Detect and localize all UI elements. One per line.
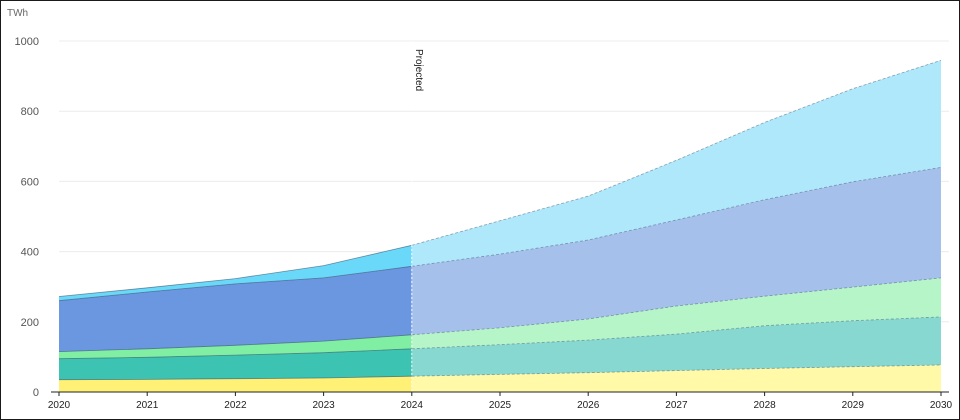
series-4-historical-area bbox=[59, 266, 412, 352]
series-3-projected-line bbox=[411, 277, 942, 336]
series-3-historical-area bbox=[59, 334, 412, 359]
x-tick-label: 2024 bbox=[401, 400, 424, 411]
y-tick-label: 200 bbox=[21, 317, 39, 329]
series-2-projected-area bbox=[411, 316, 941, 377]
series-5-historical-area bbox=[59, 245, 412, 301]
plot-areas bbox=[58, 41, 942, 392]
series-4-projected-area bbox=[411, 167, 941, 335]
x-tick-label: 2028 bbox=[753, 400, 776, 411]
y-tick-label: 1000 bbox=[15, 36, 39, 48]
series-1-historical-line bbox=[58, 375, 412, 381]
series-2-historical-area bbox=[59, 348, 412, 380]
y-tick-label: 400 bbox=[21, 247, 39, 259]
x-tick-label: 2030 bbox=[930, 400, 953, 411]
x-tick-label: 2027 bbox=[665, 400, 688, 411]
x-tick-label: 2026 bbox=[577, 400, 600, 411]
series-5-historical-line bbox=[58, 244, 412, 297]
projected-annotation: Projected bbox=[413, 49, 424, 91]
x-tick-label: 2021 bbox=[136, 400, 159, 411]
y-tick-label: 600 bbox=[21, 176, 39, 188]
series-3-historical-line bbox=[58, 334, 412, 352]
y-unit-label: TWh bbox=[7, 8, 28, 19]
series-5-projected-area bbox=[411, 60, 941, 267]
series-2-historical-line bbox=[58, 348, 412, 360]
series-4-historical-line bbox=[58, 265, 412, 302]
y-tick-label: 0 bbox=[33, 387, 39, 399]
y-tick-label: 800 bbox=[21, 106, 39, 118]
series-3-projected-area bbox=[411, 277, 941, 349]
x-tick-label: 2023 bbox=[312, 400, 335, 411]
series-1-historical-area bbox=[59, 376, 412, 392]
x-tick-label: 2029 bbox=[842, 400, 865, 411]
x-tick-label: 2025 bbox=[489, 400, 512, 411]
axes: 0 200 400 600 800 1000 2020 2021 2022 2023 2024 202… bbox=[15, 36, 953, 411]
series-1-projected-line bbox=[411, 364, 942, 377]
x-tick-label: 2022 bbox=[224, 400, 247, 411]
x-tick-label: 2020 bbox=[48, 400, 71, 411]
series-5-projected-line bbox=[411, 59, 942, 246]
series-2-projected-line bbox=[411, 316, 942, 350]
series-1-projected-area bbox=[411, 365, 941, 392]
